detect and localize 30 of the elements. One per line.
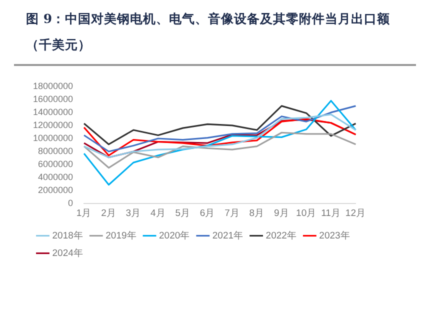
x-tick-label: 1月 [76,208,92,219]
y-tick-label: 12000000 [32,120,74,130]
x-tick-label: 5月 [175,208,190,219]
x-tick-label: 11月 [321,208,341,219]
x-tick-label: 6月 [200,208,216,219]
x-tick-label: 12月 [345,208,366,219]
legend-label: 2024年 [52,246,84,259]
legend-label: 2020年 [159,229,190,242]
y-tick-label: 10000000 [32,132,74,143]
legend-label: 2022年 [266,229,297,242]
legend-label: 2018年 [52,229,84,242]
legend-label: 2019年 [106,229,137,242]
x-tick-label: 3月 [126,208,142,219]
x-tick-label: 2月 [101,208,116,219]
y-tick-label: 8000000 [38,146,74,156]
y-tick-label: 2000000 [38,185,74,196]
y-tick-label: 16000000 [32,94,74,104]
y-tick-label: 6000000 [38,159,74,170]
y-tick-label: 18000000 [32,80,74,91]
x-tick-label: 10月 [296,208,317,219]
x-tick-label: 4月 [150,208,166,219]
x-tick-label: 9月 [274,208,290,219]
x-tick-label: 8月 [249,208,265,219]
y-tick-label: 4000000 [38,172,74,182]
y-tick-label: 14000000 [32,106,74,117]
x-tick-label: 7月 [224,208,240,219]
legend-label: 2021年 [212,229,244,242]
legend-label: 2023年 [319,229,350,242]
chart-title: 图 9：中国对美钢电机、电气、音像设备及其零附件当月出口额（千美元） [26,10,392,54]
y-tick-label: 0 [68,198,74,208]
